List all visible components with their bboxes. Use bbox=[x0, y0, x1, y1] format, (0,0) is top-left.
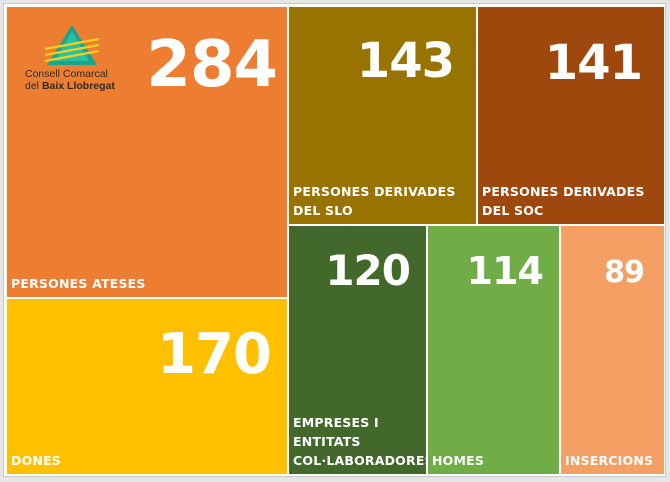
tile-value: 143 bbox=[356, 33, 455, 89]
tile-label: EMPRESES I ENTITATS COL·LABORADORES bbox=[293, 415, 434, 468]
tile-label: PERSONES DERIVADES DEL SOC bbox=[482, 184, 645, 218]
tile-value: 284 bbox=[146, 28, 278, 102]
tile-value: 170 bbox=[157, 322, 272, 387]
tile-dones[interactable]: 170 DONES bbox=[6, 298, 288, 475]
consell-comarcal-logo: Consell Comarcal del Baix Llobregat bbox=[25, 25, 135, 97]
tree-logo-icon bbox=[44, 25, 100, 65]
logo-line1: Consell Comarcal bbox=[25, 68, 108, 80]
tile-label: INSERCIONS bbox=[565, 453, 654, 468]
tile-value: 141 bbox=[544, 35, 643, 91]
tile-value: 114 bbox=[466, 249, 544, 293]
tile-label: PERSONES DERIVADES DEL SLO bbox=[293, 184, 456, 218]
tile-empreses-entitats[interactable]: 120 EMPRESES I ENTITATS COL·LABORADORES bbox=[288, 225, 434, 475]
tile-value: 120 bbox=[325, 246, 411, 295]
tile-insercions[interactable]: 89 INSERCIONS bbox=[560, 225, 665, 475]
tile-label: HOMES bbox=[432, 453, 485, 468]
tile-label: DONES bbox=[11, 453, 62, 468]
logo-line2: del Baix Llobregat bbox=[25, 80, 115, 92]
logo-text: Consell Comarcal del Baix Llobregat bbox=[25, 68, 115, 92]
tile-label: PERSONES ATESES bbox=[11, 276, 146, 291]
tile-persones-ateses[interactable]: Consell Comarcal del Baix Llobregat 284 … bbox=[6, 6, 288, 298]
tile-persones-derivades-slo[interactable]: 143 PERSONES DERIVADES DEL SLO bbox=[288, 6, 477, 225]
tile-persones-derivades-soc[interactable]: 141 PERSONES DERIVADES DEL SOC bbox=[477, 6, 665, 225]
tile-value: 89 bbox=[604, 255, 645, 290]
tile-homes[interactable]: 114 HOMES bbox=[427, 225, 560, 475]
